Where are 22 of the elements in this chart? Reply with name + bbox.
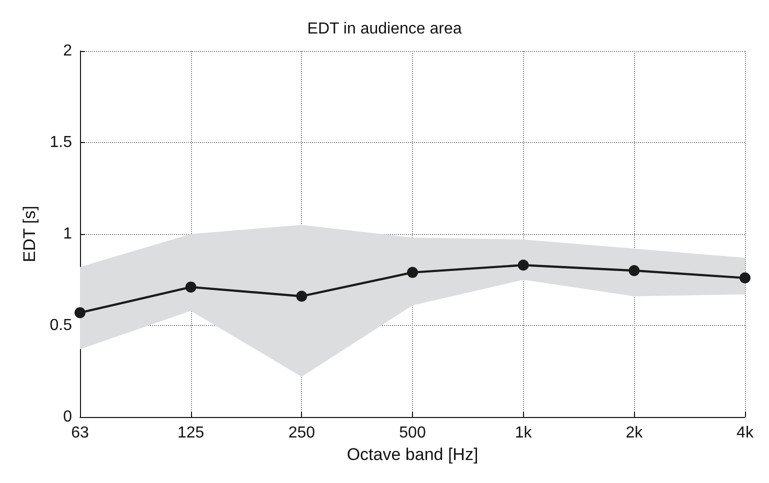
x-tick-label: 4k	[736, 424, 754, 442]
y-tick-label: 0.5	[50, 317, 72, 334]
y-tick-label: 1.5	[50, 134, 72, 151]
x-tick-label: 1k	[514, 424, 533, 442]
y-tick-label: 2	[63, 42, 72, 60]
x-tick-label: 500	[399, 424, 426, 442]
point	[296, 290, 308, 302]
x-axis-title: Octave band [Hz]	[346, 444, 478, 464]
point	[185, 282, 196, 293]
point	[74, 307, 86, 318]
x-tick-label: 63	[71, 424, 89, 442]
x-tick-label: 250	[288, 424, 316, 442]
x-tick-label: 125	[177, 424, 204, 442]
x-tick-label: 2k	[626, 424, 644, 442]
point	[740, 272, 750, 284]
point	[628, 265, 640, 276]
y-axis-title: EDT [s]	[20, 206, 39, 262]
point	[518, 260, 529, 271]
y-tick-label: 1	[63, 226, 72, 242]
y-tick-label: 0	[63, 408, 72, 426]
chart-title: EDT in audience area	[307, 20, 462, 38]
point	[407, 266, 418, 278]
